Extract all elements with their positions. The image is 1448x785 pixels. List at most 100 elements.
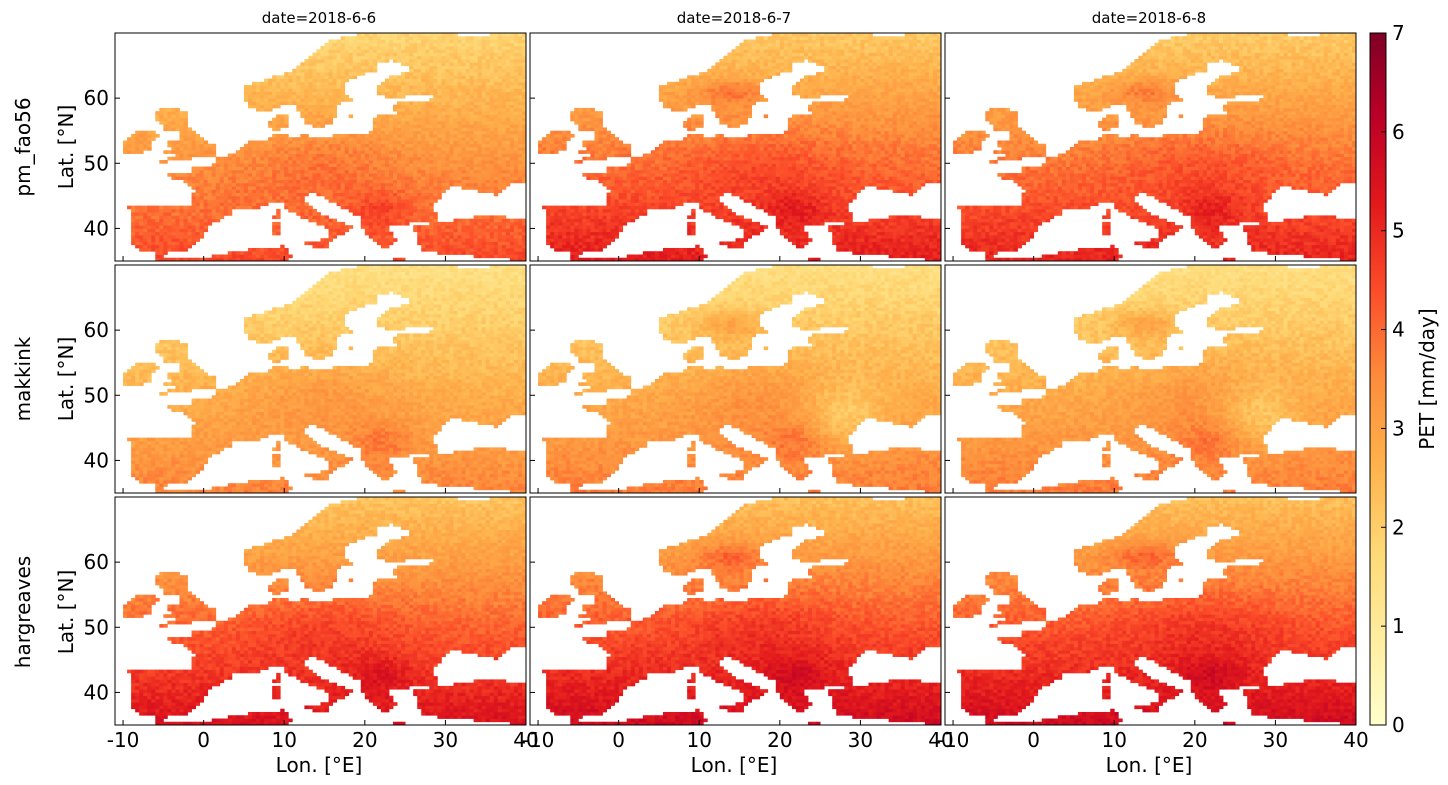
heatmap-cell	[662, 195, 668, 200]
heatmap-cell	[304, 72, 309, 76]
heatmap-cell	[308, 156, 313, 161]
heatmap-cell	[481, 120, 487, 125]
heatmap-cell	[252, 202, 257, 207]
heatmap-cell	[505, 231, 511, 236]
heatmap-cell	[304, 169, 309, 174]
heatmap-cell	[179, 244, 184, 249]
heatmap-cell	[384, 127, 390, 132]
heatmap-cell	[477, 150, 483, 154]
heatmap-cell	[457, 72, 462, 76]
heatmap-cell	[493, 85, 499, 89]
heatmap-cell	[308, 137, 313, 141]
heatmap-cell	[296, 88, 301, 93]
heatmap-cell	[425, 225, 430, 229]
heatmap-cell	[509, 179, 515, 184]
heatmap-cell	[155, 114, 160, 119]
heatmap-cell	[658, 150, 664, 154]
heatmap-cell	[328, 114, 333, 119]
heatmap-cell	[421, 72, 426, 76]
heatmap-cell	[469, 52, 475, 57]
heatmap-cell	[223, 257, 229, 261]
heatmap-cell	[405, 107, 410, 112]
heatmap-cell	[421, 241, 426, 246]
heatmap-cell	[352, 65, 358, 70]
heatmap-cell	[268, 195, 273, 200]
heatmap-cell	[368, 173, 374, 177]
heatmap-cell	[562, 208, 567, 213]
heatmap-cell	[155, 218, 160, 223]
heatmap-cell	[521, 247, 526, 252]
heatmap-cell	[360, 143, 366, 148]
heatmap-cell	[606, 195, 611, 200]
heatmap-cell	[421, 120, 426, 125]
heatmap-cell	[441, 42, 446, 47]
heatmap-cell	[308, 205, 313, 210]
heatmap-cell	[123, 150, 128, 154]
heatmap-cell	[268, 94, 273, 99]
heatmap-cell	[171, 234, 176, 239]
heatmap-cell	[489, 140, 495, 145]
heatmap-cell	[320, 153, 325, 158]
heatmap-cell	[513, 36, 519, 40]
heatmap-cell	[276, 88, 281, 93]
heatmap-cell	[505, 55, 511, 60]
heatmap-cell	[243, 88, 249, 93]
heatmap-cell	[453, 117, 458, 122]
heatmap-cell	[586, 147, 591, 151]
heatmap-cell	[191, 231, 196, 236]
heatmap-cell	[264, 202, 269, 207]
heatmap-cell	[252, 176, 257, 180]
heatmap-cell	[247, 186, 253, 190]
heatmap-cell	[493, 101, 499, 106]
heatmap-cell	[586, 208, 591, 213]
heatmap-cell	[243, 156, 249, 161]
heatmap-cell	[590, 231, 595, 236]
heatmap-cell	[469, 46, 475, 50]
heatmap-cell	[654, 169, 660, 174]
heatmap-cell	[517, 107, 523, 112]
heatmap-cell	[453, 81, 458, 86]
heatmap-cell	[409, 160, 414, 164]
heatmap-cell	[646, 257, 652, 261]
heatmap-cell	[638, 163, 644, 167]
heatmap-cell	[155, 117, 160, 122]
heatmap-cell	[376, 59, 382, 63]
heatmap-cell	[449, 169, 454, 174]
heatmap-cell	[473, 150, 479, 154]
heatmap-cell	[481, 225, 487, 229]
heatmap-cell	[340, 173, 346, 177]
heatmap-cell	[558, 130, 563, 135]
heatmap-cell	[453, 124, 458, 128]
heatmap-cell	[344, 65, 350, 70]
heatmap-cell	[211, 192, 217, 197]
heatmap-cell	[429, 39, 434, 44]
heatmap-cell	[231, 202, 237, 207]
heatmap-cell	[445, 241, 450, 246]
heatmap-cell	[594, 111, 599, 115]
heatmap-cell	[630, 169, 636, 174]
heatmap-cell	[493, 218, 499, 223]
heatmap-cell	[312, 104, 317, 109]
heatmap-cell	[344, 228, 350, 233]
heatmap-cell	[421, 68, 426, 73]
heatmap-cell	[405, 199, 410, 203]
heatmap-cell	[300, 186, 305, 190]
heatmap-cell	[167, 120, 172, 125]
heatmap-cell	[485, 147, 491, 151]
heatmap-cell	[513, 160, 519, 164]
heatmap-cell	[328, 221, 333, 226]
heatmap-cell	[421, 231, 426, 236]
heatmap-cell	[405, 39, 410, 44]
heatmap-cell	[449, 140, 454, 145]
heatmap-cell	[493, 140, 499, 145]
heatmap-cell	[280, 153, 285, 158]
heatmap-cell	[417, 156, 422, 161]
heatmap-cell	[356, 163, 362, 167]
heatmap-cell	[441, 88, 446, 93]
heatmap-cell	[594, 137, 599, 141]
heatmap-cell	[521, 251, 526, 255]
heatmap-cell	[175, 257, 180, 261]
heatmap-cell	[401, 166, 406, 171]
heatmap-cell	[352, 55, 358, 60]
heatmap-cell	[147, 221, 152, 226]
